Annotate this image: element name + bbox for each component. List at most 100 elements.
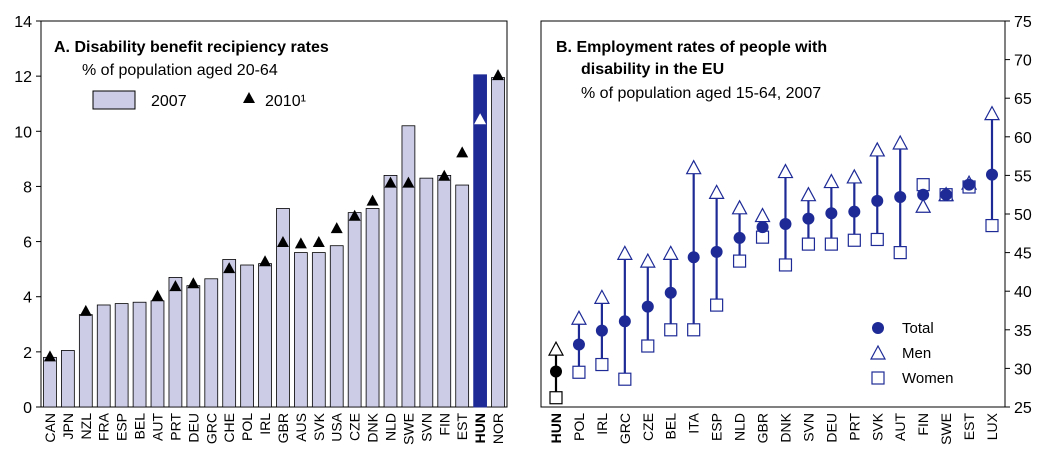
total-marker-aut [894,191,907,204]
triangle-2010-swe [402,176,415,188]
men-marker-ita [685,159,702,175]
y-tick-label: 60 [1014,130,1032,147]
panel-b: 25 30 35 40 45 50 55 60 65 70 75 HUN POL IRL GRC CZE BE… [540,14,1032,445]
women-marker-svk [870,232,884,247]
women-marker-deu [824,237,838,251]
panel-b-subtitle: % of population aged 15-64, 2007 [581,85,821,102]
panel-a-subtitle: % of population aged 20-64 [82,62,278,79]
total-marker-bel [664,286,677,299]
triangle-2010-est [456,146,469,158]
bar-2007-grc [204,278,219,408]
x-label-fin: FIN [436,413,452,436]
legend-men-marker [869,344,887,360]
women-marker-ita [687,323,701,337]
y-tick-label: 50 [1014,207,1032,224]
x-label-cze: CZE [347,413,363,441]
panel-b-title-line-1: B. Employment rates of people with [556,39,827,56]
x-label-nzl: NZL [78,413,94,440]
legend-total-marker [872,322,884,334]
triangle-2010-nzl [79,304,92,316]
bar-2007-svn [419,177,434,408]
men-marker-bel [662,245,679,260]
women-marker-hun [549,391,563,405]
legend-label-2007: 2007 [151,93,187,110]
x-label-gbr: GBR [755,413,771,443]
x-label-est: EST [961,413,977,441]
total-marker-prt [848,205,861,218]
bar-2007-deu [186,285,201,408]
women-marker-lux [985,218,999,233]
x-label-jpn: JPN [60,413,76,439]
women-marker-dnk [778,258,793,272]
y-tick-label: 14 [14,14,32,31]
women-marker-pol [572,365,586,379]
women-marker-grc [618,372,632,386]
x-label-can: CAN [42,413,58,443]
men-marker-fin [915,198,932,213]
x-label-hun: HUN [472,413,488,443]
x-label-deu: DEU [823,413,839,443]
legend-triangle-2010 [243,92,255,103]
panel-a-triangles [43,69,505,362]
triangle-2010-fin [438,169,451,181]
panel-b-markers [547,105,1001,405]
total-marker-fin [917,188,930,201]
total-marker-irl [595,324,608,337]
bar-2007-est [455,184,470,408]
total-marker-ita [687,251,700,264]
women-marker-aut [893,246,907,260]
triangle-2010-irl [259,255,272,267]
total-marker-nld [733,231,746,244]
bar-2007-gbr [276,208,290,408]
men-marker-cze [639,252,656,268]
panel-a-legend: 2007 2010¹ [92,90,306,110]
y-tick-label: 8 [23,179,32,196]
x-label-grc: GRC [617,413,633,444]
y-tick-label: 4 [23,290,32,307]
x-label-prt: PRT [167,413,183,441]
x-label-pol: POL [239,413,255,441]
y-tick-label: 55 [1014,168,1032,185]
triangle-2010-nld [384,176,397,188]
x-label-nld: NLD [732,413,748,441]
triangle-2010-hun [474,113,487,125]
x-label-irl: IRL [594,413,610,435]
bar-2007-dnk [365,208,380,408]
men-marker-lux [983,105,1001,121]
y-tick-label: 40 [1014,284,1032,301]
legend-women-label: Women [902,370,953,387]
bar-2007-prt [168,277,183,408]
x-label-nor: NOR [490,413,506,444]
triangle-2010-prt [169,280,182,292]
men-marker-nld [731,199,748,215]
triangle-2010-usa [330,222,343,234]
legend-women-marker [871,371,885,385]
x-label-cze: CZE [640,413,656,441]
total-marker-swe [940,188,953,201]
men-marker-pol [570,309,587,325]
triangle-2010-cze [348,209,361,221]
bar-2007-cze [347,212,362,408]
women-marker-svn [801,237,816,251]
bar-2007-bel [132,301,147,408]
triangle-2010-aus [294,237,307,249]
panel-a-x-labels: CAN JPN NZL FRA ESP BEL AUT PRT DEU GRC CHE POL IRL G… [42,412,506,445]
panel-a-y-axis: 0 2 4 6 8 10 12 14 [14,14,41,417]
bar-2007-irl [258,263,272,408]
y-tick-label: 10 [14,124,32,141]
bar-2007-svk [311,252,326,408]
bar-2007-esp [114,303,129,408]
triangle-2010-che [223,262,236,274]
panel-a-frame [40,20,508,408]
y-tick-label: 65 [1014,91,1032,108]
triangle-2010-aut [151,289,164,301]
total-marker-hun [550,365,562,378]
total-marker-esp [710,245,723,258]
total-marker-lux [986,168,998,181]
x-label-swe: SWE [938,413,954,445]
x-label-aut: AUT [150,413,166,441]
bar-2007-hun [473,74,487,408]
panel-b-title-line-2: disability in the EU [581,61,724,78]
